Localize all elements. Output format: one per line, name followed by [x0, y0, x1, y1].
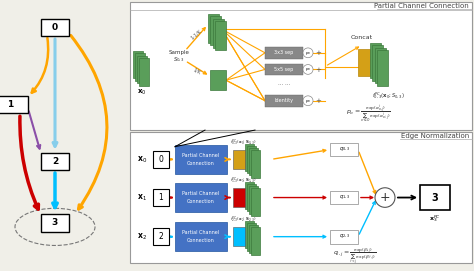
FancyBboxPatch shape	[0, 96, 28, 114]
FancyBboxPatch shape	[130, 2, 472, 130]
FancyBboxPatch shape	[213, 19, 224, 48]
Text: Connection: Connection	[187, 238, 215, 243]
FancyBboxPatch shape	[247, 223, 256, 251]
FancyBboxPatch shape	[265, 64, 303, 75]
FancyBboxPatch shape	[153, 228, 169, 246]
FancyBboxPatch shape	[137, 56, 147, 83]
Text: Partial Channel: Partial Channel	[182, 153, 219, 158]
FancyBboxPatch shape	[233, 227, 245, 246]
Text: Partial Channel Connection: Partial Channel Connection	[374, 3, 469, 9]
Text: Partial Channel: Partial Channel	[182, 191, 219, 196]
Text: +: +	[315, 67, 321, 73]
Text: +: +	[380, 191, 390, 204]
FancyBboxPatch shape	[245, 182, 254, 209]
FancyBboxPatch shape	[210, 16, 221, 46]
Text: $\mathbf{x}_0$: $\mathbf{x}_0$	[137, 154, 147, 165]
Text: $f_{2,3}^{PC}(\mathbf{x}_2;\mathbf{S}_{2,3})$: $f_{2,3}^{PC}(\mathbf{x}_2;\mathbf{S}_{2…	[230, 215, 256, 225]
FancyBboxPatch shape	[247, 184, 256, 211]
FancyBboxPatch shape	[251, 188, 260, 216]
Text: $\mathbf{x}_1$: $\mathbf{x}_1$	[137, 192, 147, 203]
FancyBboxPatch shape	[330, 191, 358, 204]
Text: 1: 1	[159, 193, 164, 202]
FancyBboxPatch shape	[41, 19, 69, 36]
Text: 3x3 sep: 3x3 sep	[274, 50, 293, 55]
Text: $p_o$: $p_o$	[305, 50, 311, 57]
FancyBboxPatch shape	[175, 222, 227, 251]
Text: +: +	[315, 98, 321, 104]
Text: $f_{0,3}^{PC}(\mathbf{x}_0;\mathbf{S}_{0,3})$: $f_{0,3}^{PC}(\mathbf{x}_0;\mathbf{S}_{0…	[230, 137, 256, 148]
Text: $\mathbf{x}_0$: $\mathbf{x}_0$	[137, 88, 147, 97]
Circle shape	[303, 64, 313, 74]
FancyBboxPatch shape	[133, 51, 143, 78]
FancyBboxPatch shape	[251, 227, 260, 255]
Text: 2: 2	[159, 232, 164, 241]
FancyBboxPatch shape	[245, 221, 254, 249]
Circle shape	[375, 188, 395, 207]
Text: 3: 3	[432, 193, 438, 202]
FancyBboxPatch shape	[265, 47, 303, 59]
Text: $p_o = \frac{\exp(\alpha_{o,j}^i)}{\sum_{o^{\prime}\in O}\exp(\alpha_{o^{\prime}: $p_o = \frac{\exp(\alpha_{o,j}^i)}{\sum_…	[346, 103, 391, 125]
FancyBboxPatch shape	[175, 183, 227, 212]
Text: $q_{2,3}$: $q_{2,3}$	[338, 233, 349, 240]
Text: 0: 0	[52, 23, 58, 32]
Circle shape	[303, 96, 313, 106]
FancyBboxPatch shape	[208, 14, 219, 43]
FancyBboxPatch shape	[330, 143, 358, 156]
Text: $q_{i,j} = \frac{\exp(\beta_{i,j})}{\sum_{i^{\prime}<j}\exp(\beta_{i^{\prime},j}: $q_{i,j} = \frac{\exp(\beta_{i,j})}{\sum…	[333, 246, 377, 267]
FancyBboxPatch shape	[249, 186, 258, 214]
Text: 5x5 sep: 5x5 sep	[274, 67, 293, 72]
FancyBboxPatch shape	[265, 95, 303, 107]
FancyBboxPatch shape	[41, 153, 69, 170]
Text: +: +	[315, 50, 321, 56]
Text: 1/K: 1/K	[192, 67, 202, 76]
FancyBboxPatch shape	[135, 53, 145, 81]
Text: 0: 0	[159, 155, 164, 164]
FancyBboxPatch shape	[153, 151, 169, 168]
Text: 2: 2	[52, 157, 58, 166]
Text: 3: 3	[52, 218, 58, 227]
FancyBboxPatch shape	[210, 70, 226, 90]
Text: Connection: Connection	[187, 161, 215, 166]
Text: $q_{0,3}$: $q_{0,3}$	[338, 146, 349, 153]
FancyBboxPatch shape	[251, 150, 260, 178]
FancyBboxPatch shape	[245, 144, 254, 171]
Text: $\mathbf{x}_3^{PC}$: $\mathbf{x}_3^{PC}$	[429, 213, 441, 224]
FancyBboxPatch shape	[130, 132, 472, 263]
Text: Partial Channel: Partial Channel	[182, 230, 219, 235]
FancyBboxPatch shape	[420, 185, 450, 210]
Text: $f_{0,3}^{PC}(\mathbf{x}_0;S_{0,3})$: $f_{0,3}^{PC}(\mathbf{x}_0;S_{0,3})$	[372, 91, 404, 101]
Circle shape	[303, 48, 313, 58]
FancyBboxPatch shape	[373, 46, 383, 81]
Text: Connection: Connection	[187, 199, 215, 204]
FancyBboxPatch shape	[330, 230, 358, 244]
Text: $q_{1,3}$: $q_{1,3}$	[338, 194, 349, 201]
FancyBboxPatch shape	[249, 148, 258, 175]
Text: $f_{1,3}^{PC}(\mathbf{x}_1;\mathbf{S}_{1,3})$: $f_{1,3}^{PC}(\mathbf{x}_1;\mathbf{S}_{1…	[230, 176, 256, 186]
Text: Sample
$S_{0,3}$: Sample $S_{0,3}$	[169, 50, 190, 64]
Text: $p_o$: $p_o$	[305, 98, 311, 105]
FancyBboxPatch shape	[175, 145, 227, 174]
FancyBboxPatch shape	[233, 188, 245, 207]
FancyBboxPatch shape	[377, 50, 389, 86]
FancyBboxPatch shape	[216, 21, 227, 50]
Text: $p_o$: $p_o$	[305, 66, 311, 73]
FancyBboxPatch shape	[153, 189, 169, 206]
Text: Edge Normalization: Edge Normalization	[401, 133, 469, 139]
Text: 1: 1	[7, 100, 13, 109]
Text: ... ...: ... ...	[278, 81, 290, 86]
FancyBboxPatch shape	[358, 49, 370, 76]
Text: Identity: Identity	[274, 98, 293, 103]
FancyBboxPatch shape	[370, 43, 381, 78]
FancyBboxPatch shape	[249, 225, 258, 253]
FancyBboxPatch shape	[233, 150, 245, 169]
FancyBboxPatch shape	[375, 48, 386, 83]
Text: Concat: Concat	[351, 35, 373, 40]
FancyBboxPatch shape	[247, 146, 256, 173]
Text: $\mathbf{x}_2$: $\mathbf{x}_2$	[137, 231, 147, 242]
FancyBboxPatch shape	[41, 214, 69, 232]
FancyBboxPatch shape	[139, 58, 149, 86]
Text: 1-1/K: 1-1/K	[190, 28, 202, 40]
